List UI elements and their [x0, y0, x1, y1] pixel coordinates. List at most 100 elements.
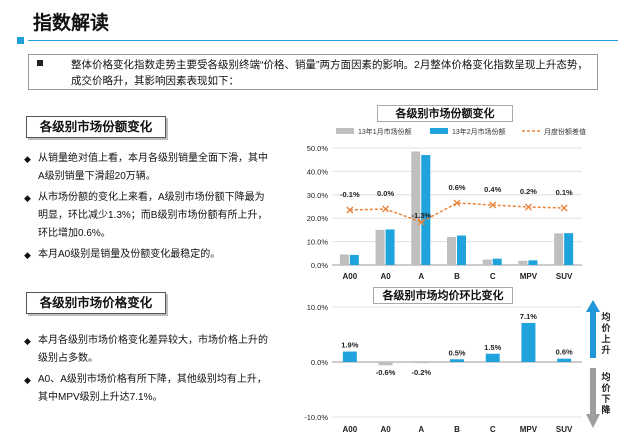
- x-tick-label: A: [418, 272, 424, 281]
- bullet-text: A0、A级别市场价格有所下降，其他级别均有上升，其中MPV级别上升达7.1%。: [38, 374, 267, 403]
- list-item: ◆ 本月A0级别是销量及份额变化最稳定的。: [24, 246, 274, 264]
- bar: [349, 254, 359, 265]
- summary-box: 整体价格变化指数走势主要受各级别终端“价格、销量”两方面因素的影响。2月整体价格…: [28, 54, 598, 90]
- data-label: 1.5%: [484, 343, 501, 352]
- x-tick-label: A: [418, 425, 424, 434]
- data-label: 0.2%: [520, 187, 537, 196]
- data-label: 0.4%: [484, 185, 501, 194]
- data-label: -1.3%: [411, 211, 431, 220]
- x-tick-label: A0: [380, 425, 391, 434]
- y-tick-label: 10.0%: [307, 303, 329, 312]
- bar: [492, 258, 502, 265]
- diamond-bullet-icon: ◆: [24, 154, 31, 164]
- chart-title-share: 各级别市场份额变化: [377, 105, 513, 122]
- data-label: 0.5%: [448, 348, 465, 357]
- bar: [554, 233, 564, 265]
- bar: [414, 362, 429, 364]
- section-heading-share: 各级别市场份额变化: [26, 116, 166, 138]
- line-point: [524, 203, 532, 211]
- x-tick-label: C: [490, 272, 496, 281]
- price-bullet-list: ◆ 本月各级别市场价格变化差异较大，市场价格上升的级别占多数。 ◆ A0、A级别…: [24, 332, 274, 410]
- data-label: 7.1%: [520, 312, 537, 321]
- title-accent-square: [17, 37, 24, 44]
- diamond-bullet-icon: ◆: [24, 336, 31, 346]
- line-point: [560, 204, 568, 212]
- data-label: 0.1%: [556, 188, 573, 197]
- bar: [385, 229, 395, 265]
- market-share-chart: 13年1月市场份额 13年2月市场份额 月度份额差值 0.0% 10.0% 20.0% 30…: [307, 127, 586, 281]
- x-tick-label: B: [454, 272, 460, 281]
- line-point: [489, 201, 497, 209]
- arrow-up-label: 均价上升: [601, 312, 611, 355]
- line-point: [453, 199, 461, 207]
- bar: [378, 362, 393, 366]
- summary-text: 整体价格变化指数走势主要受各级别终端“价格、销量”两方面因素的影响。2月整体价格…: [71, 59, 588, 87]
- bullet-text: 从市场份额的变化上来看，A级别市场份额下降最为明显，环比减少1.3%；而B级别市…: [38, 192, 268, 239]
- bar: [447, 236, 456, 265]
- list-item: ◆ A0、A级别市场价格有所下降，其他级别均有上升，其中MPV级别上升达7.1%…: [24, 371, 274, 407]
- data-label: -0.6%: [376, 368, 396, 377]
- data-label: 0.0%: [377, 189, 394, 198]
- bar: [339, 254, 349, 265]
- bar: [557, 358, 572, 362]
- x-tick-label: C: [490, 425, 496, 434]
- bar: [482, 259, 492, 265]
- data-label: -0.2%: [411, 368, 431, 377]
- legend-label: 13年2月市场份额: [452, 127, 506, 136]
- bullet-text: 本月各级别市场价格变化差异较大，市场价格上升的级别占多数。: [38, 335, 268, 364]
- title-underline: [28, 40, 618, 41]
- x-tick-label: A0: [380, 272, 391, 281]
- bar: [518, 260, 528, 265]
- page-title: 指数解读: [33, 13, 110, 34]
- legend-label: 月度份额差值: [544, 127, 586, 136]
- bar: [521, 322, 536, 362]
- y-tick-label: 30.0%: [307, 191, 329, 200]
- bullet-text: 本月A0级别是销量及份额变化最稳定的。: [38, 249, 221, 260]
- legend-swatch: [430, 128, 448, 134]
- x-tick-label: A00: [343, 425, 358, 434]
- arrow-up-icon: [586, 300, 600, 358]
- x-tick-label: A00: [343, 272, 358, 281]
- line-point: [382, 205, 390, 213]
- series-line: [349, 202, 565, 223]
- summary-bullet-icon: [37, 60, 43, 66]
- list-item: ◆ 本月各级别市场价格变化差异较大，市场价格上升的级别占多数。: [24, 332, 274, 368]
- y-tick-label: -10.0%: [304, 413, 328, 422]
- bar: [411, 151, 421, 265]
- x-tick-label: MPV: [520, 272, 538, 281]
- arrow-down-icon: [586, 368, 600, 428]
- diamond-bullet-icon: ◆: [24, 250, 31, 260]
- bar: [342, 351, 357, 362]
- y-tick-label: 0.0%: [311, 358, 328, 367]
- line-point: [417, 218, 425, 226]
- data-label: 0.6%: [448, 183, 465, 192]
- data-label: -0.1%: [340, 190, 360, 199]
- bar: [564, 233, 574, 265]
- bar: [528, 260, 538, 265]
- diamond-bullet-icon: ◆: [24, 375, 31, 385]
- legend-swatch: [336, 128, 354, 134]
- page-header: 指数解读: [0, 0, 621, 50]
- line-point: [346, 206, 354, 214]
- share-bullet-list: ◆ 从销量绝对值上看，本月各级别销量全面下滑，其中A级别销量下滑超20万辆。 ◆…: [24, 150, 274, 267]
- data-label: 0.6%: [556, 348, 573, 357]
- x-tick-label: SUV: [556, 272, 573, 281]
- y-tick-label: 20.0%: [307, 214, 329, 223]
- data-label: 1.9%: [341, 341, 358, 350]
- bar: [421, 155, 431, 265]
- y-tick-label: 40.0%: [307, 167, 329, 176]
- bar: [450, 359, 464, 362]
- y-tick-label: 0.0%: [311, 261, 328, 270]
- x-tick-label: MPV: [520, 425, 538, 434]
- bar: [457, 235, 466, 265]
- direction-arrows-icon: [586, 300, 600, 428]
- legend-label: 13年1月市场份额: [358, 127, 412, 136]
- bar: [375, 229, 385, 265]
- y-tick-label: 50.0%: [307, 144, 329, 153]
- diamond-bullet-icon: ◆: [24, 193, 31, 203]
- price-change-chart: -10.0% 0.0% 10.0% 1.9% A00 -0.6% A0 -0.2% A 0.5% B…: [304, 303, 582, 434]
- price-direction-indicator: 均价上升 均价下降: [586, 300, 616, 430]
- chart-title-price: 各级别市场均价环比变化: [373, 287, 513, 304]
- bar: [485, 353, 500, 362]
- y-tick-label: 10.0%: [307, 238, 329, 247]
